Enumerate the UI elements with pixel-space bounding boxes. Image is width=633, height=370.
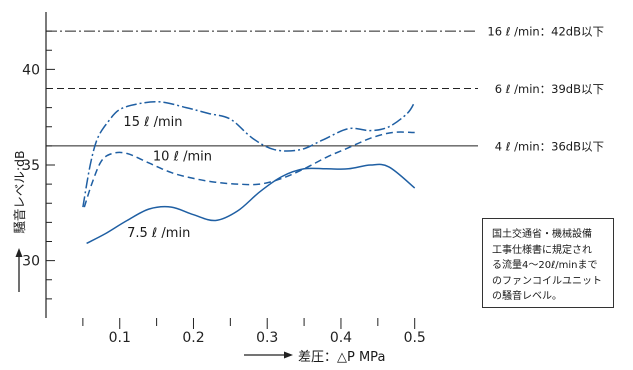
x-tick-label: 0.1 [109,330,131,346]
x-axis-arrowhead [284,351,293,359]
series-label: 15 ℓ /min [123,115,182,130]
labels-layer: 16 ℓ /min：42dB以下 6 ℓ /min：39dB以下 4 ℓ /min：… [12,25,604,365]
series-label: 10 ℓ /min [153,149,212,164]
x-tick-label: 0.4 [330,330,352,346]
reference-line-label: 6 ℓ /min：39dB以下 [495,82,604,96]
x-tick-label: 0.3 [256,330,278,346]
y-tick-label: 30 [22,254,40,270]
reference-line-label: 4 ℓ /min：36dB以下 [495,139,604,153]
reference-lines-layer [46,30,478,147]
annotation-line: のファンコイルユニット [492,275,602,287]
y-axis-arrowhead [15,248,23,257]
annotation-line: る流量4〜20ℓ/minまで [492,260,598,271]
annotation-line: 工事仕様書に規定され [492,244,592,256]
series-line [86,163,416,245]
series-layer [82,101,416,245]
x-axis-title: 差圧：△P MPa [298,350,385,365]
x-tick-label: 0.2 [182,330,204,346]
axes-layer [45,12,416,329]
y-tick-label: 35 [22,158,40,174]
annotation-line: 国土交通省・機械設備 [492,229,592,240]
reference-line-label: 16 ℓ /min：42dB以下 [487,25,604,39]
y-axis-title: 騒音レベル:dB [12,150,27,233]
annotation-box: 国土交通省・機械設備 工事仕様書に規定され る流量4〜20ℓ/minまで のファ… [482,218,614,308]
x-tick-label: 0.5 [404,330,426,346]
series-line [83,131,415,208]
y-tick-label: 40 [22,62,40,78]
annotation-line: の騒音レベル。 [492,291,562,302]
series-label: 7.5 ℓ /min [127,226,190,241]
series-line [82,101,416,208]
